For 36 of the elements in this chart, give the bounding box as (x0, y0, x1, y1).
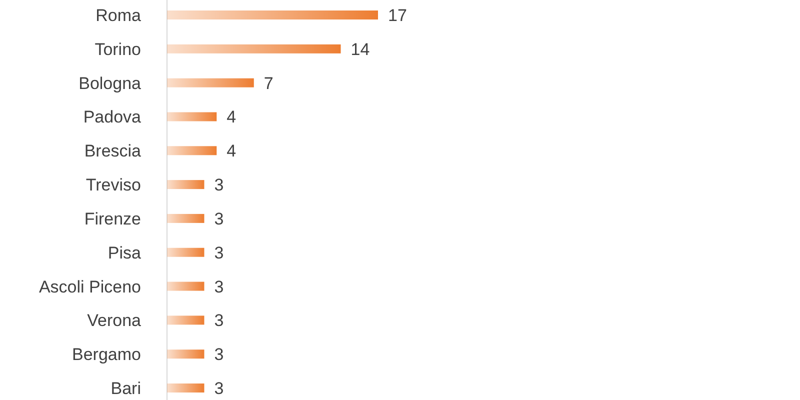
bar (167, 146, 217, 156)
y-tick-label: Bari (110, 379, 141, 398)
data-label: 4 (226, 108, 236, 127)
data-label: 7 (264, 74, 274, 93)
bar (167, 384, 204, 392)
y-tick-label: Firenze (84, 209, 141, 228)
data-label: 4 (226, 142, 236, 161)
data-label: 3 (214, 176, 224, 195)
data-label: 14 (350, 40, 370, 59)
y-tick-label: Brescia (84, 142, 142, 161)
y-tick-label: Padova (83, 108, 142, 127)
y-tick-label: Bergamo (72, 345, 141, 364)
bar (167, 10, 378, 20)
y-tick-label: Ascoli Piceno (38, 277, 141, 296)
bar (167, 180, 204, 190)
bar (167, 112, 217, 122)
y-tick-label: Roma (96, 6, 142, 25)
bar (167, 350, 204, 359)
data-label: 3 (214, 345, 224, 364)
data-label: 17 (388, 6, 407, 25)
bar (167, 282, 204, 291)
data-label: 3 (214, 311, 224, 330)
y-tick-label: Treviso (86, 176, 141, 195)
y-tick-label: Pisa (108, 243, 142, 262)
data-label: 3 (214, 243, 224, 262)
bar (167, 316, 204, 325)
bar (167, 78, 254, 88)
data-label: 3 (214, 209, 224, 228)
data-label: 3 (214, 277, 224, 296)
data-label: 3 (214, 379, 224, 398)
bar (167, 44, 341, 54)
bar (167, 248, 204, 257)
y-tick-label: Torino (94, 40, 141, 59)
y-tick-label: Bologna (78, 74, 142, 93)
bar (167, 214, 204, 223)
y-tick-label: Verona (87, 311, 142, 330)
